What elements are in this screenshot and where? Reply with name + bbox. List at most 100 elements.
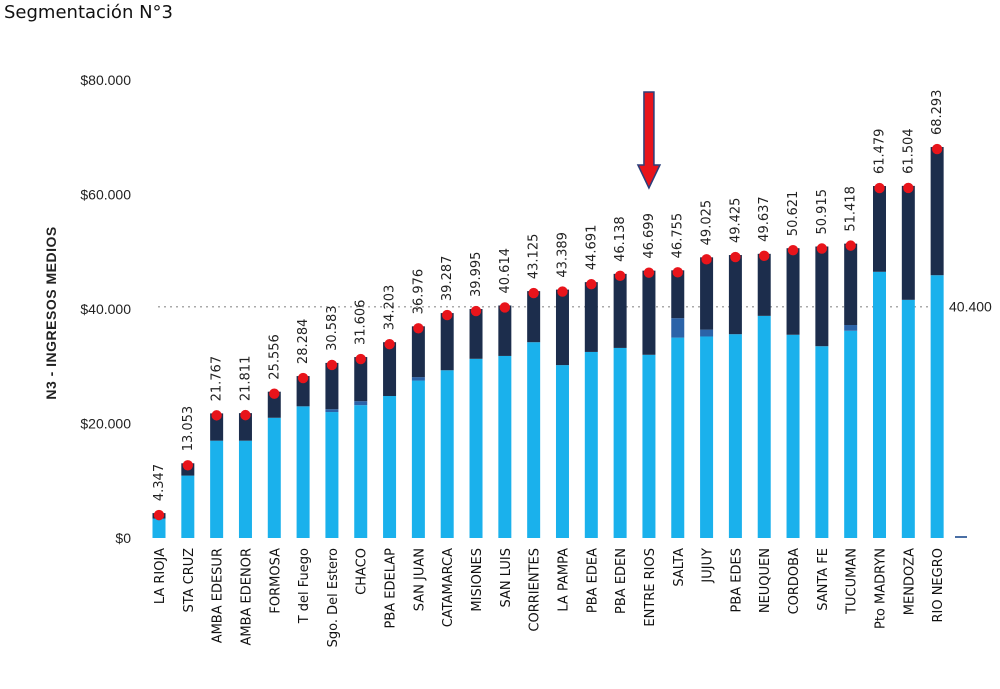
- category-label: Sgo. Del Estero: [326, 548, 341, 647]
- highlight-arrow: [636, 91, 662, 190]
- value-label: 46.699: [642, 213, 657, 259]
- total-marker: [816, 243, 828, 254]
- bar-segment-light: [296, 406, 310, 538]
- category-label: PBA EDELAP: [384, 548, 399, 629]
- value-label: 21.811: [238, 356, 253, 402]
- total-marker: [903, 182, 914, 194]
- bar-segment-light: [383, 396, 397, 538]
- category-label: PBA EDES: [729, 548, 744, 612]
- y-axis-label: N3 - INGRESOS MEDIOS: [43, 226, 59, 399]
- bar-segment-dark: [700, 257, 714, 330]
- total-marker: [845, 240, 856, 251]
- value-label: 34.203: [383, 285, 398, 331]
- bar-segment-light: [325, 412, 339, 538]
- category-label: LA PAMPA: [556, 548, 571, 612]
- category-label: LA RIOJA: [153, 548, 168, 604]
- total-marker: [355, 353, 366, 365]
- bar-segment-light: [642, 354, 656, 538]
- bar-segment-dark: [555, 289, 569, 366]
- bar-segment-light: [930, 275, 944, 538]
- total-marker: [470, 305, 482, 317]
- total-marker: [672, 267, 683, 278]
- value-label: 50.915: [815, 189, 830, 235]
- bar-segment-light: [152, 518, 166, 538]
- total-marker: [643, 267, 655, 278]
- bar-segment-light: [757, 315, 771, 538]
- category-label: CORRIENTES: [528, 548, 543, 632]
- down-arrow-icon: [636, 91, 662, 190]
- value-label: 50.621: [786, 191, 801, 237]
- bar-segment-light: [671, 337, 685, 538]
- value-label: 43.125: [527, 234, 542, 280]
- value-label: 49.425: [728, 198, 743, 244]
- value-label: 36.976: [411, 269, 426, 315]
- bar-segment-dark: [642, 270, 656, 355]
- value-label: 21.767: [210, 356, 225, 402]
- total-marker: [730, 251, 741, 263]
- total-marker: [787, 244, 799, 256]
- value-label: 61.479: [873, 129, 888, 175]
- bar-segment-light: [844, 330, 858, 538]
- category-label: ENTRE RIOS: [643, 548, 658, 627]
- bar-segment-dark: [613, 273, 627, 348]
- total-marker: [153, 509, 165, 521]
- bar-segment-mid: [671, 318, 685, 338]
- total-marker: [931, 143, 943, 155]
- bar-segment-light: [527, 342, 541, 538]
- category-label: CHACO: [355, 548, 370, 595]
- bar-segment-dark: [844, 243, 858, 326]
- value-label: 39.287: [440, 256, 455, 302]
- value-label: 25.556: [267, 334, 282, 380]
- category-label: SANTA FE: [816, 548, 831, 611]
- category-label: SALTA: [672, 548, 687, 587]
- bar-segment-light: [901, 299, 915, 538]
- y-tick-label: $40.000: [80, 301, 131, 317]
- bar-segment-dark: [238, 413, 252, 441]
- value-label: 4.347: [152, 464, 167, 501]
- bar-segment-dark: [267, 391, 281, 418]
- bar-segment-mid: [325, 409, 339, 413]
- category-label: CATAMARCA: [441, 548, 456, 627]
- bar-segment-light: [411, 380, 425, 538]
- category-label: Pto MADRYN: [874, 548, 889, 629]
- bar-segment-light: [815, 346, 829, 538]
- bar-segment-dark: [527, 291, 541, 343]
- value-label: 39.995: [469, 252, 484, 298]
- y-axis: $0 $20.000 $40.000 $60.000 $80.000: [80, 72, 131, 546]
- category-label: AMBA EDENOR: [239, 548, 254, 645]
- total-marker: [701, 254, 712, 265]
- value-label: 51.418: [844, 186, 859, 232]
- bar-segment-mid: [700, 329, 714, 337]
- total-marker: [499, 302, 511, 313]
- bar-segment-dark: [383, 342, 397, 397]
- value-labels-group: 4.347 13.053 21.767 21.811 25.556 28.284 30.58…: [152, 90, 945, 502]
- bar-segment-light: [181, 475, 195, 538]
- bar-segment-light: [354, 405, 368, 538]
- bars-group: [152, 147, 944, 538]
- total-marker: [384, 338, 395, 350]
- category-label: CORDOBA: [787, 548, 802, 615]
- y-tick-label: $80.000: [80, 72, 131, 88]
- bar-segment-dark: [411, 326, 425, 378]
- total-marker: [182, 460, 194, 471]
- total-marker: [211, 410, 222, 421]
- total-marker: [614, 270, 626, 282]
- category-label: PBA EDEA: [585, 548, 600, 613]
- bar-segment-dark: [728, 255, 742, 335]
- total-marker: [528, 287, 539, 299]
- value-label: 61.504: [901, 128, 916, 174]
- value-label: 31.606: [354, 300, 369, 346]
- total-marker: [874, 182, 885, 194]
- bar-segment-light: [700, 336, 714, 538]
- value-label: 28.284: [296, 319, 311, 365]
- value-label: 46.755: [671, 213, 686, 259]
- bar-segment-light: [210, 440, 224, 538]
- bar-segment-dark: [296, 376, 310, 407]
- total-marker: [586, 278, 597, 290]
- value-label: 13.053: [181, 406, 196, 452]
- bar-segment-light: [786, 334, 800, 538]
- total-marker: [557, 286, 568, 297]
- category-label: JUJUY: [701, 548, 716, 584]
- value-label: 44.691: [584, 225, 599, 271]
